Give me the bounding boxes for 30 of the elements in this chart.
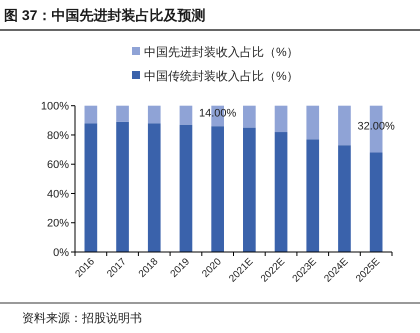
bar (274, 132, 288, 252)
bar (211, 126, 224, 252)
y-tick-label: 100% (40, 100, 70, 113)
bar (338, 145, 351, 252)
bar (84, 106, 98, 124)
bar (84, 123, 98, 252)
bar (370, 152, 382, 252)
legend-label: 中国先进封装收入占比（%） (144, 45, 299, 59)
y-tick-label: 60% (46, 159, 70, 172)
bar (148, 123, 161, 252)
bar (116, 122, 129, 252)
legend-label: 中国传统封装收入占比（%） (144, 69, 299, 83)
text: 资料来源：招股说明书 (22, 311, 142, 325)
bar (180, 124, 192, 252)
y-tick-label: 40% (46, 188, 70, 200)
data-label: 14.00% (198, 108, 237, 120)
bar (116, 106, 129, 122)
bar (243, 128, 256, 252)
bar (148, 106, 161, 124)
y-tick-label: 80% (46, 130, 70, 142)
bar (306, 139, 320, 252)
data-label: 32.00% (357, 120, 396, 133)
bar (306, 106, 320, 140)
bar (274, 106, 288, 132)
chart-title: 图 37：中国先进封装占比及预测 (4, 7, 206, 23)
y-tick-label: 20% (46, 218, 70, 230)
bar (338, 106, 351, 146)
bar (180, 106, 192, 125)
y-tick-label: 0% (53, 247, 70, 259)
bar (243, 106, 256, 128)
